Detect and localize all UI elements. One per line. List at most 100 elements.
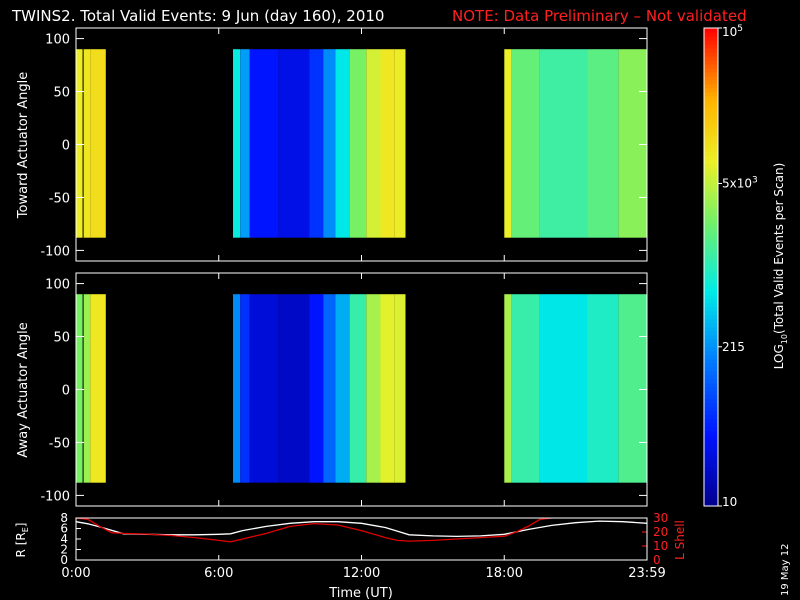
colorbar-band bbox=[704, 143, 718, 149]
colorbar-band bbox=[704, 67, 718, 73]
y-tick-label: -100 bbox=[40, 244, 70, 259]
y-tick-label: 50 bbox=[53, 331, 70, 346]
colorbar-band bbox=[704, 354, 718, 360]
heatmap-cell bbox=[335, 49, 350, 238]
y-tick-label: 50 bbox=[53, 86, 70, 101]
colorbar-band bbox=[704, 227, 718, 232]
toward-ylabel: Toward Actuator Angle bbox=[16, 72, 31, 219]
colorbar-band bbox=[704, 187, 718, 192]
colorbar-band bbox=[704, 71, 718, 77]
colorbar-band bbox=[704, 179, 718, 184]
colorbar-tick-base: 215 bbox=[722, 340, 745, 354]
colorbar-band bbox=[704, 298, 718, 304]
y-tick-label: 0 bbox=[62, 139, 70, 154]
colorbar-band bbox=[704, 382, 718, 388]
colorbar-band bbox=[704, 251, 718, 256]
colorbar-band bbox=[704, 263, 718, 268]
colorbar-tick-label: 105 bbox=[722, 24, 743, 39]
colorbar-band bbox=[704, 31, 718, 37]
heatmap-cell bbox=[380, 294, 395, 483]
heatmap-cell bbox=[394, 294, 406, 483]
toward-frame bbox=[75, 27, 648, 262]
heatmap-cell bbox=[278, 294, 310, 483]
colorbar-band bbox=[704, 270, 718, 276]
colorbar-band bbox=[704, 267, 718, 272]
colorbar-band bbox=[704, 426, 718, 431]
colorbar-band bbox=[704, 366, 718, 372]
colorbar-band bbox=[704, 498, 718, 503]
colorbar-band bbox=[704, 494, 718, 499]
heatmap-cell bbox=[76, 49, 83, 238]
colorbar-band bbox=[704, 342, 718, 348]
colorbar-band bbox=[704, 87, 718, 93]
heatmap-cell bbox=[233, 294, 241, 483]
colorbar-band bbox=[704, 314, 718, 320]
heatmap-cell bbox=[511, 294, 540, 483]
heatmap-cell bbox=[335, 294, 350, 483]
heatmap-cell bbox=[587, 49, 619, 238]
colorbar-band bbox=[704, 163, 718, 169]
colorbar-band bbox=[704, 410, 718, 415]
heatmap-cell bbox=[249, 294, 279, 483]
chart-note: NOTE: Data Preliminary – Not validated bbox=[452, 7, 747, 25]
colorbar-band bbox=[704, 123, 718, 129]
heatmap-cell bbox=[539, 49, 588, 238]
colorbar-band bbox=[704, 119, 718, 125]
chart-title: TWINS2. Total Valid Events: 9 Jun (day 1… bbox=[11, 7, 384, 25]
colorbar-band bbox=[704, 350, 718, 356]
colorbar-band bbox=[704, 247, 718, 252]
colorbar-band bbox=[704, 302, 718, 308]
toward-panel: 100 50 0 -50 -100 bbox=[40, 28, 648, 261]
colorbar-band bbox=[704, 418, 718, 423]
colorbar-band bbox=[704, 135, 718, 141]
colorbar-band bbox=[704, 326, 718, 332]
colorbar-band bbox=[704, 203, 718, 208]
colorbar-band bbox=[704, 28, 718, 33]
x-tick-label: 6:00 bbox=[204, 566, 233, 581]
colorbar-band bbox=[704, 466, 718, 471]
away-panel: 100 50 0 -50 -100 bbox=[40, 273, 648, 506]
colorbar-band bbox=[704, 43, 718, 49]
colorbar-band bbox=[704, 482, 718, 487]
heatmap-cell bbox=[249, 49, 279, 238]
colorbar-band bbox=[704, 207, 718, 212]
colorbar-band bbox=[704, 454, 718, 459]
colorbar-band bbox=[704, 450, 718, 455]
colorbar-band bbox=[704, 286, 718, 292]
colorbar-band bbox=[704, 306, 718, 312]
heatmap-cell bbox=[240, 49, 250, 238]
colorbar-band bbox=[704, 243, 718, 248]
colorbar-label: LOG10(Total Valid Events per Scan) bbox=[772, 163, 789, 370]
colorbar-band bbox=[704, 362, 718, 368]
heatmap-cell bbox=[82, 49, 84, 238]
colorbar-band bbox=[704, 442, 718, 447]
colorbar-band bbox=[704, 191, 718, 196]
colorbar-band bbox=[704, 255, 718, 260]
colorbar-band bbox=[704, 47, 718, 53]
colorbar-band bbox=[704, 139, 718, 145]
colorbar-band bbox=[704, 334, 718, 340]
heatmap-cell bbox=[366, 49, 381, 238]
y-tick-label: 100 bbox=[45, 33, 70, 48]
y-tick-label: 4 bbox=[60, 532, 68, 546]
heatmap-cell bbox=[83, 294, 91, 483]
y-tick-label: 6 bbox=[60, 522, 68, 536]
colorbar-band bbox=[704, 259, 718, 264]
x-axis-label: Time (UT) bbox=[328, 586, 393, 600]
orbit-y2label: L Shell bbox=[673, 520, 687, 560]
colorbar-band bbox=[704, 39, 718, 45]
heatmap-cell bbox=[82, 294, 84, 483]
colorbar-band bbox=[704, 346, 718, 352]
y-tick-label: -50 bbox=[49, 191, 70, 206]
colorbar-band bbox=[704, 103, 718, 109]
y-tick-label: 0 bbox=[60, 553, 68, 567]
colorbar-band bbox=[704, 199, 718, 204]
colorbar-frame bbox=[703, 27, 719, 507]
heatmap-cell bbox=[90, 294, 106, 483]
heatmap-cell bbox=[76, 294, 83, 483]
colorbar-band bbox=[704, 219, 718, 224]
colorbar-band bbox=[704, 310, 718, 316]
heatmap-cell bbox=[233, 49, 241, 238]
colorbar-band bbox=[704, 294, 718, 300]
